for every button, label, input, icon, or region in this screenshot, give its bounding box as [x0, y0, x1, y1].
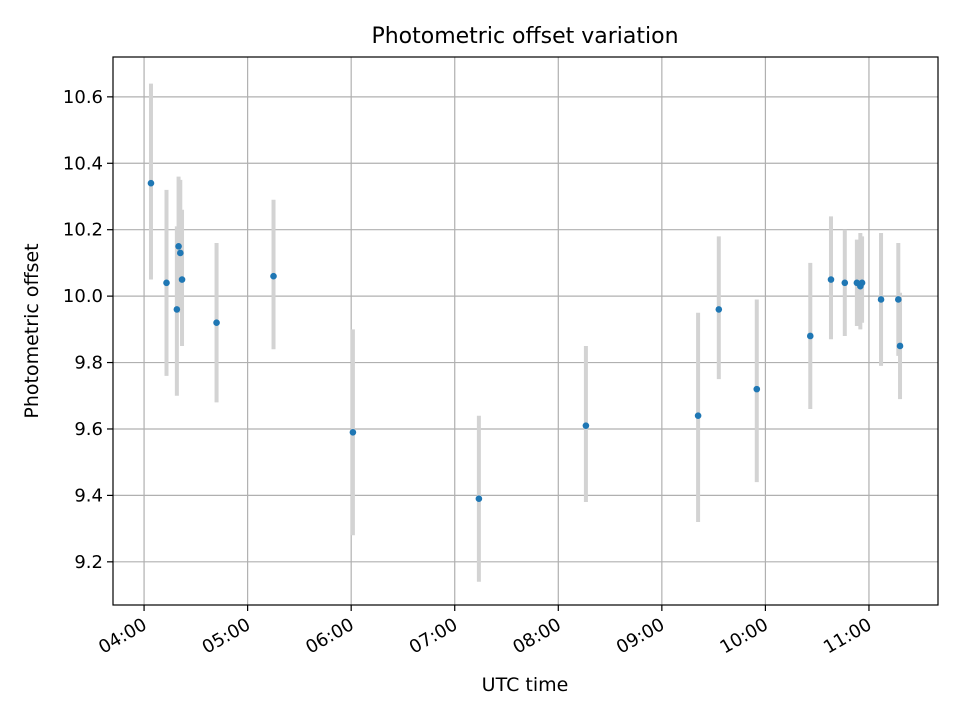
- data-point: [877, 296, 885, 303]
- y-tick-label: 9.6: [74, 419, 103, 440]
- data-point: [896, 342, 904, 350]
- data-point: [841, 279, 849, 287]
- data-point: [895, 296, 902, 303]
- y-tick-label: 10.2: [63, 220, 103, 241]
- y-axis-ticks: 9.2 9.4 9.6 9.8 10.0 10.2 10.4 10.6: [63, 87, 113, 573]
- y-tick-label: 9.2: [74, 552, 103, 573]
- y-tick-label: 10.4: [63, 153, 103, 174]
- data-point: [582, 422, 590, 429]
- data-point: [349, 428, 357, 436]
- chart-title: Photometric offset variation: [371, 24, 678, 49]
- plot-frame: [112, 56, 939, 606]
- data-point: [178, 276, 186, 283]
- data-point: [175, 243, 182, 250]
- data-point: [163, 279, 170, 287]
- data-point: [715, 306, 723, 313]
- data-point: [177, 249, 184, 257]
- x-axis-label: UTC time: [482, 674, 569, 696]
- data-point: [147, 179, 155, 187]
- data-points: [147, 179, 904, 503]
- data-point: [827, 276, 835, 283]
- data-point: [213, 319, 220, 326]
- data-point: [806, 332, 814, 340]
- data-point: [858, 279, 866, 287]
- data-point: [753, 385, 761, 393]
- y-axis-label: Photometric offset: [21, 243, 43, 418]
- y-tick-label: 10.0: [63, 286, 103, 307]
- data-point: [173, 306, 181, 313]
- data-point: [694, 412, 702, 419]
- y-tick-label: 9.4: [74, 485, 103, 506]
- data-point: [475, 495, 483, 503]
- y-tick-label: 10.6: [63, 87, 103, 108]
- data-point: [270, 272, 277, 280]
- y-tick-label: 9.8: [74, 353, 103, 374]
- grid: [113, 57, 938, 605]
